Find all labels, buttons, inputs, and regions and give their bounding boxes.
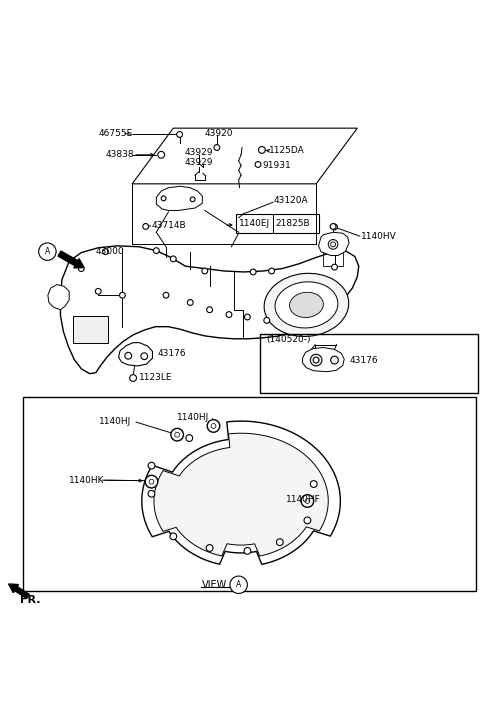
Circle shape [119, 293, 125, 298]
Circle shape [175, 432, 180, 437]
Circle shape [186, 435, 193, 441]
Text: (140520-): (140520-) [267, 335, 311, 344]
Circle shape [211, 423, 216, 428]
Text: A: A [236, 580, 241, 590]
Text: 1123LE: 1123LE [139, 373, 172, 382]
Text: 43176: 43176 [350, 356, 379, 365]
Text: 46755E: 46755E [98, 129, 132, 138]
Circle shape [264, 317, 270, 323]
Circle shape [177, 131, 183, 137]
Text: 43920: 43920 [205, 129, 233, 138]
Circle shape [141, 353, 148, 359]
FancyArrow shape [9, 584, 29, 598]
Circle shape [206, 544, 213, 551]
Circle shape [163, 293, 169, 298]
Text: FR.: FR. [20, 595, 40, 605]
Circle shape [230, 576, 247, 593]
Text: 43714B: 43714B [151, 221, 186, 230]
Circle shape [207, 420, 220, 432]
Text: 1140EJ: 1140EJ [239, 219, 270, 228]
Text: 43176: 43176 [157, 348, 186, 358]
Text: 43000: 43000 [96, 247, 125, 256]
Circle shape [149, 479, 154, 484]
Circle shape [226, 311, 232, 317]
Text: 43929: 43929 [185, 148, 213, 158]
Bar [323, 252, 343, 266]
Circle shape [170, 256, 176, 262]
Text: VIEW: VIEW [202, 580, 227, 590]
Text: 1140HJ: 1140HJ [99, 417, 131, 425]
Circle shape [244, 314, 250, 320]
Bar [261, 334, 478, 393]
Bar [236, 214, 318, 233]
Text: 1125DA: 1125DA [269, 147, 304, 155]
Circle shape [244, 547, 251, 554]
Circle shape [153, 248, 159, 253]
Circle shape [250, 269, 256, 275]
Circle shape [95, 288, 101, 294]
Text: 43929: 43929 [185, 158, 213, 166]
Polygon shape [60, 246, 359, 374]
Circle shape [310, 481, 317, 487]
Text: 1140HK: 1140HK [69, 476, 105, 485]
Circle shape [331, 242, 336, 247]
Circle shape [171, 428, 184, 441]
Circle shape [214, 144, 220, 150]
Polygon shape [118, 343, 152, 366]
Circle shape [259, 147, 265, 153]
Circle shape [148, 490, 155, 497]
Circle shape [305, 499, 310, 503]
Ellipse shape [275, 282, 338, 328]
Text: 21825B: 21825B [275, 219, 310, 228]
Text: 91931: 91931 [262, 161, 291, 171]
Circle shape [38, 243, 56, 261]
Circle shape [332, 224, 337, 230]
Circle shape [304, 517, 311, 523]
Text: 43838: 43838 [106, 150, 134, 159]
Bar [73, 316, 108, 343]
Polygon shape [154, 433, 328, 556]
Text: 43120A: 43120A [274, 196, 308, 205]
Circle shape [301, 494, 314, 507]
FancyArrow shape [58, 251, 84, 268]
Circle shape [332, 264, 337, 270]
Circle shape [158, 152, 165, 158]
Circle shape [328, 240, 338, 249]
Circle shape [103, 249, 109, 255]
Circle shape [170, 533, 177, 539]
Circle shape [130, 375, 136, 381]
Circle shape [269, 268, 275, 274]
Text: A: A [45, 247, 50, 256]
Circle shape [310, 354, 322, 366]
Polygon shape [156, 187, 202, 211]
Ellipse shape [290, 293, 323, 317]
Circle shape [145, 476, 158, 488]
Circle shape [148, 462, 155, 469]
Circle shape [313, 357, 319, 363]
Circle shape [255, 162, 261, 168]
Ellipse shape [264, 273, 349, 336]
Circle shape [331, 356, 338, 364]
Circle shape [330, 224, 336, 229]
Bar [23, 397, 476, 590]
Polygon shape [48, 285, 69, 310]
Polygon shape [318, 232, 349, 256]
Circle shape [78, 266, 84, 272]
Polygon shape [142, 421, 340, 564]
Polygon shape [302, 348, 344, 372]
Circle shape [125, 352, 131, 359]
Circle shape [143, 224, 149, 229]
Circle shape [161, 196, 166, 201]
Circle shape [206, 307, 212, 313]
Text: 1140HV: 1140HV [361, 232, 396, 240]
Text: 1140HF: 1140HF [286, 495, 321, 504]
Circle shape [190, 197, 195, 202]
Circle shape [277, 539, 283, 545]
Text: 1140HJ: 1140HJ [177, 413, 209, 422]
Circle shape [202, 268, 207, 274]
Circle shape [187, 300, 193, 306]
